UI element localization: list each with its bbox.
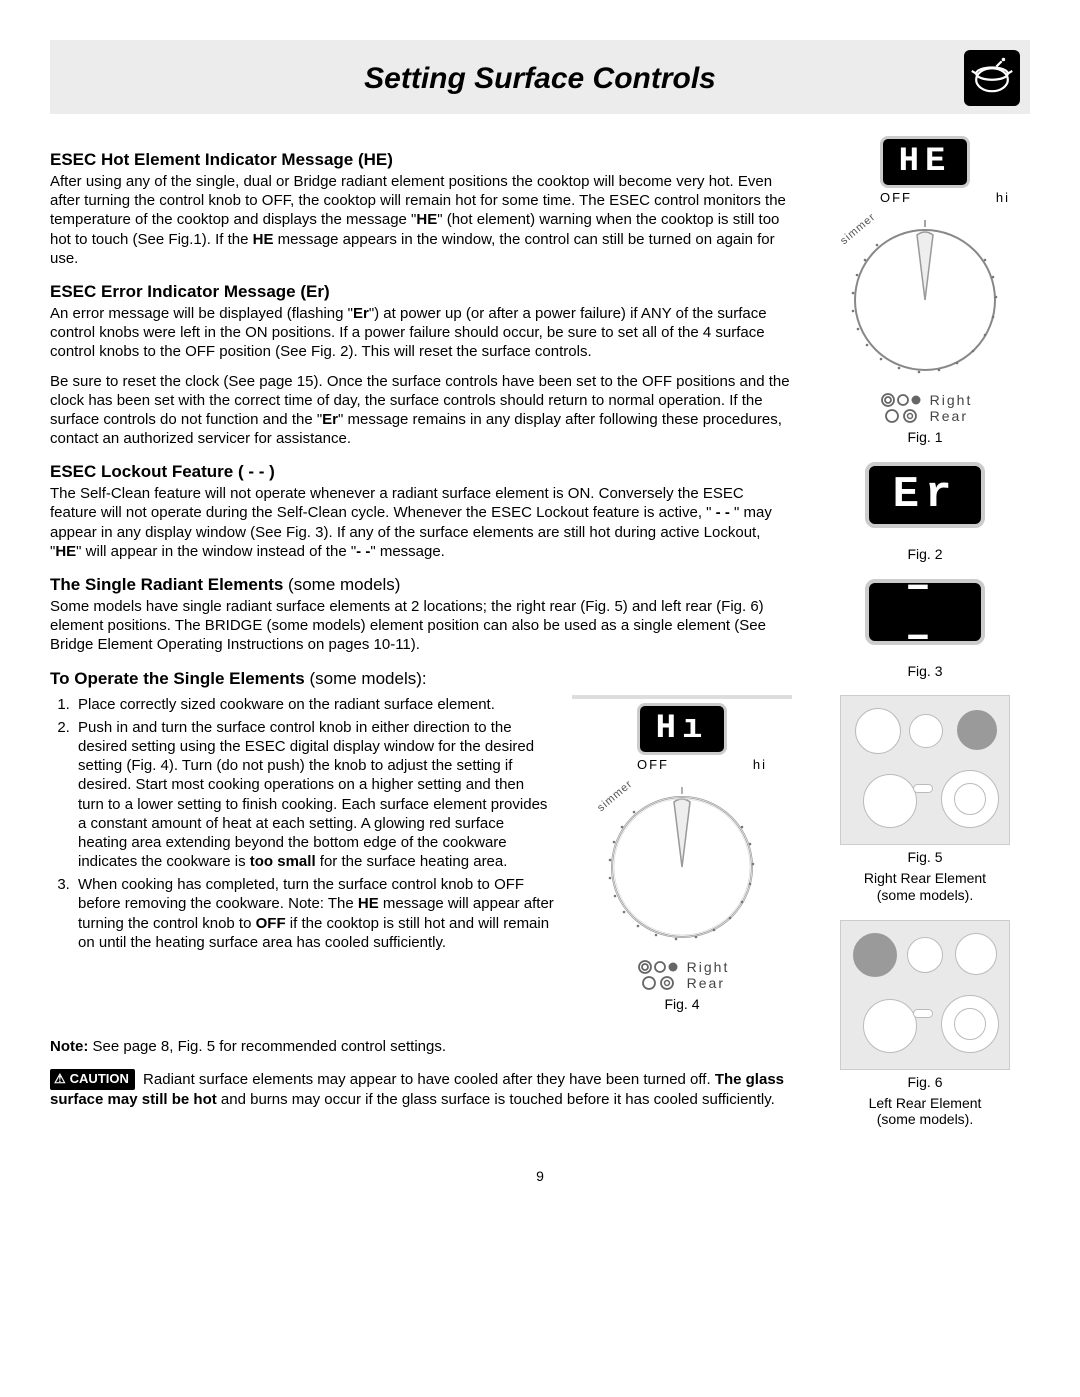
fig1-burner-indicator: Right Rear <box>820 391 1030 425</box>
fig4-caption: Fig. 4 <box>572 996 792 1013</box>
step-1: Place correctly sized cookware on the ra… <box>74 695 554 714</box>
operate-steps: Place correctly sized cookware on the ra… <box>50 695 554 952</box>
body-he: After using any of the single, dual or B… <box>50 172 792 268</box>
figure-4: Hı OFF hi simmer <box>572 695 792 1013</box>
title-bar: Setting Surface Controls <box>50 40 1030 114</box>
fig4-burner-indicator: Right Rear <box>572 958 792 992</box>
fig1-hi-label: hi <box>996 190 1010 205</box>
body-er-1: An error message will be displayed (flas… <box>50 304 792 362</box>
heading-lockout: ESEC Lockout Feature ( - - ) <box>50 462 792 482</box>
fig5-caption: Fig. 5 <box>820 849 1030 866</box>
fig6-sub: Left Rear Element (some models). <box>820 1095 1030 1129</box>
page-number: 9 <box>50 1168 1030 1184</box>
figure-3: – – Fig. 3 <box>820 579 1030 680</box>
figure-5: Fig. 5 Right Rear Element (some models). <box>820 695 1030 903</box>
step-2: Push in and turn the surface control kno… <box>74 718 554 872</box>
fig1-display: HE <box>880 136 970 188</box>
page-title: Setting Surface Controls <box>50 62 1030 96</box>
figure-1: HE OFF hi simmer <box>820 136 1030 446</box>
fig3-display: – – <box>865 579 985 645</box>
body-er-2: Be sure to reset the clock (See page 15)… <box>50 372 792 449</box>
caution-badge: ⚠CAUTION <box>50 1069 135 1090</box>
fig2-display: Er <box>865 462 985 528</box>
caution-row: ⚠CAUTION Radiant surface elements may ap… <box>50 1069 792 1109</box>
figure-6: Fig. 6 Left Rear Element (some models). <box>820 920 1030 1128</box>
fig1-caption: Fig. 1 <box>820 429 1030 446</box>
warning-triangle-icon: ⚠ <box>54 1071 66 1088</box>
fig4-off-label: OFF <box>637 757 669 772</box>
fig4-display: Hı <box>637 703 727 755</box>
fig6-caption: Fig. 6 <box>820 1074 1030 1091</box>
step-3: When cooking has completed, turn the sur… <box>74 875 554 952</box>
body-lockout: The Self-Clean feature will not operate … <box>50 484 792 561</box>
cooktop-diagram-icon <box>840 695 1010 845</box>
heading-operate: To Operate the Single Elements (some mod… <box>50 669 792 689</box>
fig5-sub: Right Rear Element (some models). <box>820 870 1030 904</box>
note-row: Note: See page 8, Fig. 5 for recommended… <box>50 1038 792 1055</box>
body-single: Some models have single radiant surface … <box>50 597 792 655</box>
heading-he: ESEC Hot Element Indicator Message (HE) <box>50 150 792 170</box>
main-text-column: ESEC Hot Element Indicator Message (HE) … <box>50 136 792 1144</box>
fig4-hi-label: hi <box>753 757 767 772</box>
fig2-caption: Fig. 2 <box>820 546 1030 563</box>
heading-er: ESEC Error Indicator Message (Er) <box>50 282 792 302</box>
figures-column: HE OFF hi simmer <box>820 136 1030 1144</box>
fig1-off-label: OFF <box>880 190 912 205</box>
heading-single: The Single Radiant Elements (some models… <box>50 575 792 595</box>
cooktop-diagram-icon <box>840 920 1010 1070</box>
fig3-caption: Fig. 3 <box>820 663 1030 680</box>
pot-icon <box>964 50 1020 106</box>
figure-2: Er Fig. 2 <box>820 462 1030 563</box>
